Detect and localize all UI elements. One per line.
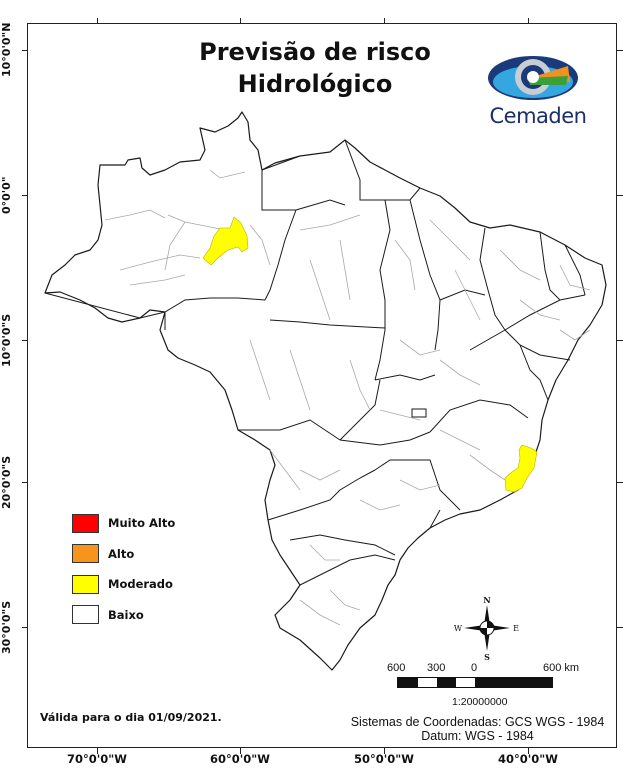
svg-text:E: E	[513, 624, 519, 633]
north-arrow-compass-icon: N S W E	[454, 595, 519, 661]
longitude-label: 50°0'0"W	[354, 752, 414, 766]
legend-label: Moderado	[108, 577, 173, 592]
scale-label: 600	[387, 662, 406, 674]
legend-item-muito-alto: Muito Alto	[72, 508, 175, 539]
scale-label: 0	[471, 662, 478, 674]
brazil-map	[44, 111, 607, 671]
legend-swatch-red	[72, 513, 99, 533]
legend-label: Muito Alto	[108, 516, 176, 531]
datum: Datum: WGS - 1984	[421, 729, 534, 743]
tick-bottom	[384, 748, 385, 754]
tick-top	[240, 18, 241, 24]
tick-right	[617, 195, 623, 196]
coordinate-system: Sistemas de Coordenadas: GCS WGS - 1984	[350, 715, 605, 729]
scale-bar	[397, 677, 553, 688]
tick-top	[97, 18, 98, 24]
tick-left	[22, 195, 28, 196]
tick-right	[617, 627, 623, 628]
tick-top	[384, 18, 385, 24]
longitude-label: 70°0'0"W	[67, 752, 127, 766]
latitude-label: 20°0'0"S	[0, 455, 13, 509]
svg-text:S: S	[484, 652, 490, 661]
legend-item-baixo: Baixo	[72, 600, 175, 631]
legend-label: Alto	[108, 546, 135, 561]
legend-swatch-orange	[72, 544, 99, 564]
scale-label: 300	[427, 662, 446, 674]
latitude-label: 10°0'0"N	[0, 22, 13, 78]
legend-swatch-white	[72, 605, 99, 625]
tick-left	[22, 627, 28, 628]
latitude-label: 0°0'0"	[0, 176, 13, 214]
tick-bottom	[240, 748, 241, 754]
scale-ratio: 1:20000000	[452, 696, 508, 708]
brazil-outline	[44, 111, 607, 671]
legend-item-moderado: Moderado	[72, 569, 175, 600]
legend-label: Baixo	[108, 607, 144, 622]
risk-region-espirito-santo	[504, 444, 538, 493]
cemaden-logo-text: Cemaden	[489, 104, 587, 128]
latitude-label: 10°0'0"S	[0, 313, 13, 367]
legend-item-alto: Alto	[72, 539, 175, 570]
tick-right	[617, 482, 623, 483]
tick-left	[22, 340, 28, 341]
latitude-label: 30°0'0"S	[0, 600, 13, 654]
federal-district	[411, 408, 427, 418]
title-line-2: Hidrológico	[237, 70, 393, 98]
longitude-label: 40°0'0"W	[498, 752, 558, 766]
coordinate-system-text: Sistemas de Coordenadas: GCS WGS - 1984 …	[340, 715, 615, 743]
svg-text:N: N	[483, 595, 490, 605]
tick-left	[22, 482, 28, 483]
tick-top	[528, 18, 529, 24]
tick-bottom	[97, 748, 98, 754]
map-title: Previsão de risco Hidrológico	[150, 36, 480, 100]
tick-right	[617, 340, 623, 341]
title-line-1: Previsão de risco	[199, 38, 431, 66]
legend: Muito Alto Alto Moderado Baixo	[72, 508, 175, 630]
cemaden-eye-logo-icon	[488, 56, 578, 100]
tick-left	[22, 50, 28, 51]
risk-region-amazonas	[202, 216, 249, 266]
svg-text:W: W	[454, 624, 463, 633]
longitude-label: 60°0'0"W	[210, 752, 270, 766]
valid-date-text: Válida para o dia 01/09/2021.	[40, 711, 222, 724]
tick-right	[617, 50, 623, 51]
tick-bottom	[528, 748, 529, 754]
legend-swatch-yellow	[72, 574, 99, 594]
scale-label: 600 km	[543, 662, 580, 674]
